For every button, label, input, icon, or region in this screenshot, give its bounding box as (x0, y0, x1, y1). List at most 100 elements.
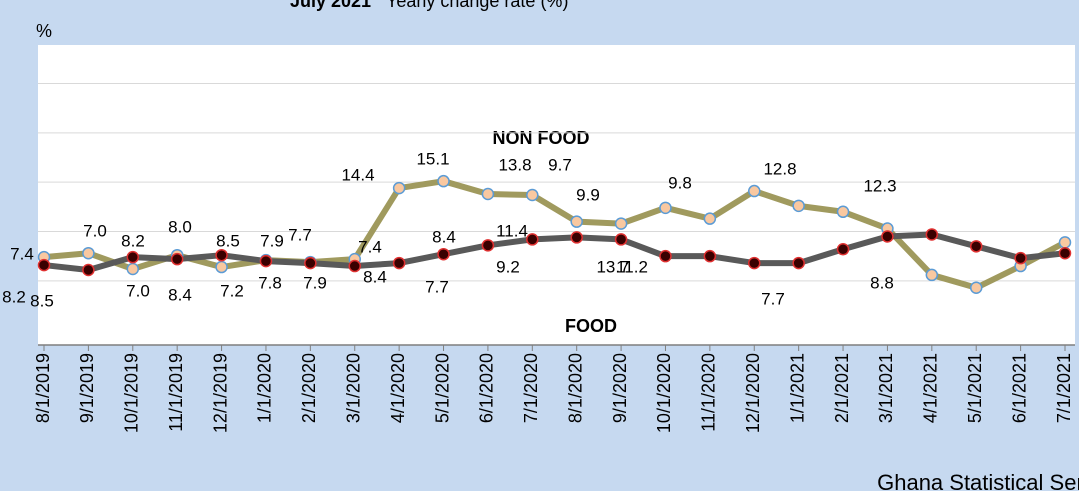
data-point (659, 249, 672, 263)
data-point (392, 256, 406, 270)
data-point (481, 187, 495, 201)
data-point (481, 239, 495, 252)
data-point (37, 258, 51, 272)
series-label: FOOD (565, 316, 617, 336)
data-point (836, 205, 850, 219)
x-tick-label: 2/1/2020 (299, 353, 319, 423)
data-point (526, 233, 539, 246)
data-point (1014, 251, 1027, 265)
chart-subtitle: Yearly change rate (%) (386, 0, 568, 11)
data-point (526, 188, 539, 202)
data-label: 7.0 (83, 221, 107, 240)
x-tick-label: 12/1/2019 (210, 353, 230, 433)
data-label: 8.5 (216, 231, 240, 250)
data-label: 8.4 (363, 267, 387, 286)
data-point (703, 212, 717, 225)
x-tick-label: 5/1/2021 (965, 353, 985, 423)
x-tick-label: 4/1/2020 (388, 353, 408, 423)
data-label: 7.9 (303, 273, 327, 292)
x-tick-label: 7/1/2020 (521, 353, 541, 423)
data-label: 14.4 (341, 165, 374, 184)
data-point (748, 184, 761, 198)
data-point (437, 247, 450, 261)
data-point (570, 215, 583, 228)
data-point (392, 181, 406, 195)
data-label: 13.7 (596, 257, 629, 276)
data-point (969, 281, 983, 295)
data-point (215, 248, 228, 262)
x-tick-label: 11/1/2019 (166, 353, 186, 432)
x-tick-label: 5/1/2020 (432, 353, 452, 423)
data-label: 7.7 (761, 289, 785, 308)
data-point (614, 217, 628, 230)
data-point (570, 231, 583, 244)
x-tick-label: 7/1/2021 (1054, 353, 1074, 423)
data-label: 8.8 (870, 273, 894, 292)
data-label: 9.2 (496, 257, 520, 276)
data-point (792, 256, 805, 270)
source: Ghana Statistical Service (877, 470, 1079, 491)
data-label: 7.9 (260, 231, 284, 250)
x-tick-label: 11/1/2020 (699, 353, 719, 432)
chart-title: July 2021 (290, 0, 371, 11)
data-label: 7.0 (126, 281, 150, 300)
x-tick-label: 10/1/2019 (122, 353, 142, 433)
data-point (82, 263, 95, 277)
x-tick-label: 3/1/2020 (343, 353, 363, 423)
data-point (1058, 246, 1072, 260)
data-label: 7.2 (220, 281, 244, 300)
x-tick-label: 8/1/2020 (565, 353, 585, 423)
data-point (259, 254, 273, 268)
data-point (170, 252, 184, 266)
data-label: 15.1 (416, 149, 449, 168)
data-point (614, 233, 628, 246)
x-tick-label: 1/1/2021 (787, 353, 807, 423)
data-point (969, 240, 983, 253)
data-label: 9.9 (576, 185, 600, 204)
data-label: 9.7 (548, 155, 572, 174)
data-label: 12.3 (863, 176, 896, 195)
x-tick-label: 1/1/2020 (255, 353, 275, 423)
data-point (659, 201, 672, 215)
data-point (126, 250, 140, 264)
data-label: 8.2 (121, 231, 145, 250)
x-tick-label: 9/1/2019 (77, 353, 97, 423)
data-point (748, 256, 761, 270)
x-tick-label: 3/1/2021 (876, 353, 896, 423)
data-point (304, 256, 317, 270)
x-tick-label: 10/1/2020 (654, 353, 674, 433)
data-point (703, 249, 717, 263)
data-label: 7.4 (358, 237, 382, 256)
x-tick-label: 2/1/2021 (832, 353, 852, 423)
data-point (925, 268, 939, 282)
data-label: 11.2 (616, 257, 648, 276)
data-point (126, 262, 140, 276)
y-axis-label: % (36, 21, 52, 41)
x-tick-label: 4/1/2021 (921, 353, 941, 423)
data-point (437, 174, 450, 188)
data-label: 7.8 (258, 273, 282, 292)
data-point (836, 243, 850, 256)
data-point (82, 246, 95, 260)
x-tick-label: 9/1/2020 (610, 353, 630, 423)
data-label: 8.4 (168, 285, 192, 304)
data-label: 12.8 (763, 159, 796, 178)
series-line (43, 231, 1066, 273)
data-point (925, 228, 939, 241)
data-label: 13.8 (498, 155, 531, 174)
data-point (215, 260, 228, 274)
x-tick-label: 8/1/2019 (33, 353, 53, 423)
x-tick-label: 6/1/2020 (477, 353, 497, 423)
data-label: 8.4 (432, 227, 456, 246)
plot-area (38, 45, 1075, 345)
data-label: 8.0 (168, 217, 192, 236)
data-point (348, 259, 361, 273)
data-label: 7.7 (425, 277, 449, 296)
x-tick-label: 12/1/2020 (743, 353, 763, 433)
data-point (792, 199, 805, 213)
data-point (1058, 236, 1072, 249)
data-label: 11.4 (496, 221, 528, 240)
data-point (881, 230, 894, 243)
data-label: 9.8 (668, 173, 692, 192)
